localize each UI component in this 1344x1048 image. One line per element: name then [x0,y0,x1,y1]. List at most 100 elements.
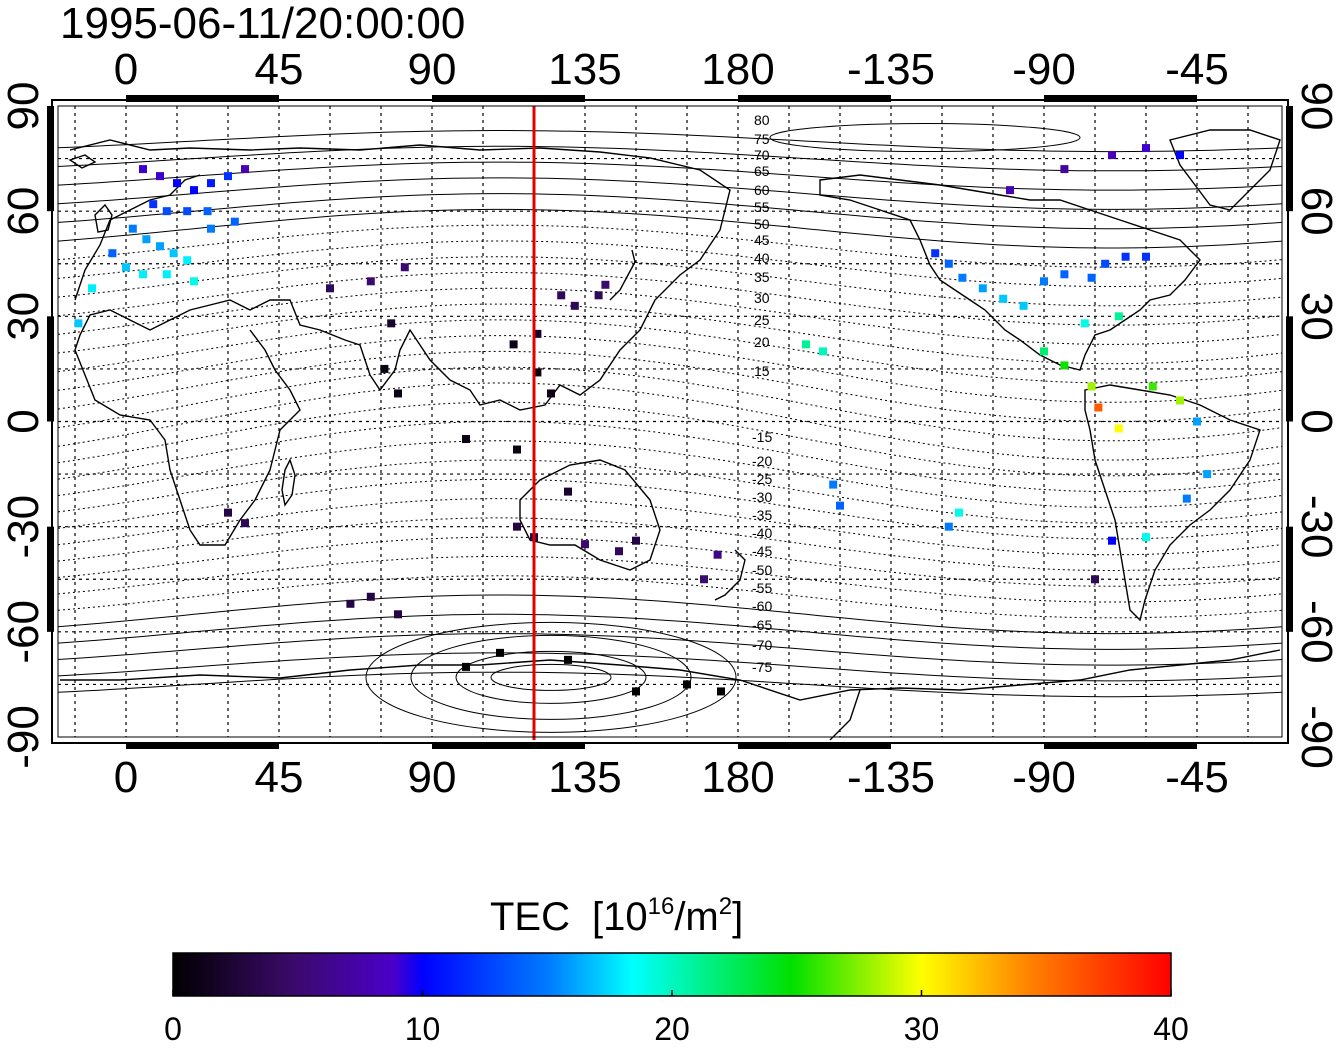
tec-point [1087,273,1096,282]
axis-bar-bottom [126,742,279,749]
tec-point [836,501,844,510]
tec-point [224,508,232,517]
colorbar-gradient [172,952,1172,997]
axis-bar-left [47,526,54,632]
tec-point [1176,396,1184,405]
lon-tick-label-top: 180 [701,45,774,94]
tec-point [400,263,409,272]
tec-point [156,242,164,251]
contour-label: -75 [752,659,772,675]
lat-tick-label-right: 0 [1292,409,1341,433]
tec-point [570,301,579,310]
tick-labels: 0 0 45 45 90 90 135 135 180 180 -135 -135 -90 -90 -45 -… [0,45,1341,802]
contour-line [57,350,1283,422]
tec-point [594,291,603,300]
tec-point [581,540,589,549]
tec-point [1040,347,1048,356]
lon-tick-label-top: 45 [255,45,304,94]
tec-point [944,259,953,268]
axis-bars [47,95,1293,749]
contour-line [57,498,1283,556]
tec-point [1142,144,1150,153]
axis-bar-right [1286,526,1293,632]
tec-point [326,284,334,293]
tec-point [462,662,470,671]
lon-tick-label-top: -90 [1012,45,1076,94]
tec-point [1060,165,1069,174]
tec-point [1203,470,1212,479]
tec-point [1101,259,1110,268]
axis-bar-right [1286,106,1293,212]
tec-point [717,687,725,696]
tec-point [1182,494,1191,503]
contour-polar-south [410,634,692,720]
tec-point [999,294,1008,303]
contour-line [57,382,1283,461]
tec-point [533,329,542,338]
lat-tick-label-right: 60 [1292,187,1341,236]
contour-label: 40 [754,250,770,266]
contour-label: 25 [754,312,770,328]
tec-point [366,592,375,601]
tec-point [230,217,239,226]
contour-line [57,208,1283,249]
contour-line [57,671,1283,698]
contour-polar-south [365,621,737,733]
contour-line [57,613,1283,650]
contour-polar-north [769,123,1081,153]
axis-bar-left [47,316,54,422]
tec-point [1108,151,1116,160]
colorbar-tick-label: 0 [164,1011,182,1047]
tec-point [128,224,137,233]
contour-line [57,478,1283,540]
tec-point [1060,270,1069,279]
tec-point [955,508,963,517]
contour-label: -60 [752,598,772,614]
tec-point [190,186,198,195]
lon-tick-label-bottom: 45 [255,753,304,802]
lon-tick-label-top: 90 [408,45,457,94]
tec-point [1193,417,1201,426]
contour-polar-south [455,650,647,704]
tec-point [557,291,566,300]
tec-point [944,522,953,531]
tec-point [183,207,192,216]
contour-line [57,575,1283,619]
contour-line [57,256,1283,307]
tec-point [1091,575,1099,584]
contour-line [57,421,1283,493]
contour-line [57,287,1283,345]
contour-line [57,272,1283,326]
lon-tick-label-bottom: 135 [548,753,621,802]
contour-line [57,145,1283,172]
contour-line [57,319,1283,384]
tec-point [1060,361,1069,370]
axis-bar-right [1286,316,1293,422]
contour-line [57,401,1283,477]
tec-point [496,648,504,657]
tec-point [122,263,130,272]
contour-polar-south [490,663,612,691]
colorbar-tick-label: 10 [405,1011,441,1047]
tec-point [1108,536,1116,545]
tec-point [88,284,96,293]
tec-point [380,364,389,373]
contour-line [57,594,1283,635]
tec-point [142,235,151,244]
lon-tick-label-top: -135 [847,45,935,94]
tec-point [978,284,987,293]
contour-label: -15 [752,429,772,445]
tec-point [829,480,838,489]
contour-label: -20 [752,453,772,469]
tec-point [513,445,521,454]
contour-label: -25 [752,471,772,487]
tec-point [169,249,178,258]
tec-point [149,200,158,209]
contour-label: -50 [752,562,772,578]
lat-tick-label-right: -60 [1292,600,1341,664]
contour-line [57,536,1283,587]
tec-point [1019,301,1028,310]
contour-label: -65 [752,617,772,633]
